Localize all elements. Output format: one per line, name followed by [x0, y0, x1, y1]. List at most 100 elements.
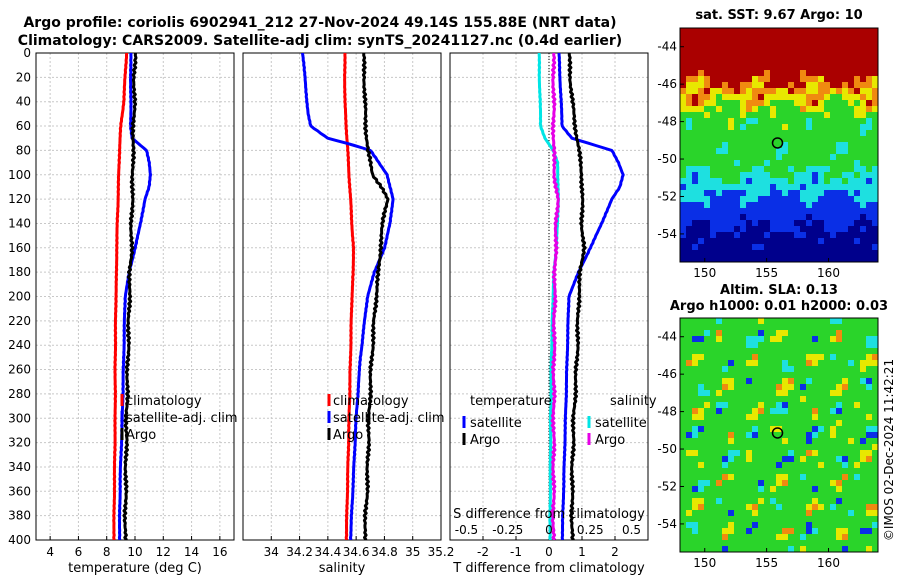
sst-map-cell: [776, 154, 782, 160]
sst-map-cell: [824, 226, 830, 232]
sst-map-cell: [740, 196, 746, 202]
sst-map-cell: [758, 142, 764, 148]
sla-map-cell: [794, 414, 800, 420]
sla-map-cell: [680, 330, 686, 336]
sla-map-cell: [818, 486, 824, 492]
sst-map-cell: [704, 88, 710, 94]
sst-map-cell: [872, 136, 878, 142]
sla-map-cell: [854, 534, 860, 540]
sla-map-cell: [806, 324, 812, 330]
sst-map-cell: [770, 124, 776, 130]
sla-map-cell: [734, 408, 740, 414]
sst-map-cell: [764, 208, 770, 214]
sla-map-cell: [710, 450, 716, 456]
sst-map-cell: [872, 118, 878, 124]
sla-map-cell: [872, 402, 878, 408]
sla-map-cell: [812, 366, 818, 372]
sla-map-cell: [680, 372, 686, 378]
sst-map-cell: [836, 64, 842, 70]
sst-map-cell: [686, 130, 692, 136]
sst-map-cell: [728, 214, 734, 220]
sst-map-cell: [692, 160, 698, 166]
sst-map-cell: [686, 208, 692, 214]
sla-map-cell: [776, 456, 782, 462]
sst-map-cell: [746, 232, 752, 238]
sst-map-cell: [842, 184, 848, 190]
sst-map-cell: [692, 148, 698, 154]
sst-map-cell: [692, 34, 698, 40]
sst-map-cell: [830, 256, 836, 262]
sla-map-cell: [872, 342, 878, 348]
sla-map-cell: [812, 450, 818, 456]
sla-map-cell: [824, 492, 830, 498]
sla-map-cell: [722, 420, 728, 426]
sla-map-cell: [776, 522, 782, 528]
sla-map-cell: [758, 522, 764, 528]
sst-map-cell: [818, 88, 824, 94]
sla-map-cell: [824, 408, 830, 414]
sla-map-cell: [740, 372, 746, 378]
sla-map-cell: [872, 372, 878, 378]
sla-map-cell: [794, 354, 800, 360]
sla-map-cell: [872, 480, 878, 486]
sst-map-cell: [698, 106, 704, 112]
sla-map-cell: [872, 348, 878, 354]
sla-map-cell: [830, 528, 836, 534]
sla-map-cell: [752, 390, 758, 396]
sla-map-cell: [734, 384, 740, 390]
sla-map-cell: [734, 444, 740, 450]
sst-map-cell: [806, 118, 812, 124]
sla-map-cell: [746, 384, 752, 390]
sst-map-cell: [692, 58, 698, 64]
sst-map-cell: [680, 64, 686, 70]
sst-map-cell: [698, 178, 704, 184]
sla-map-cell: [680, 474, 686, 480]
sst-map-cell: [758, 190, 764, 196]
sla-map-cell: [740, 480, 746, 486]
sla-map-cell: [716, 324, 722, 330]
sla-map-cell: [854, 432, 860, 438]
sla-map-cell: [848, 534, 854, 540]
sst-map-cell: [686, 160, 692, 166]
sst-map-cell: [848, 52, 854, 58]
sla-map-cell: [866, 354, 872, 360]
sla-map-cell: [782, 360, 788, 366]
sst-map-cell: [752, 196, 758, 202]
sst-map-cell: [818, 106, 824, 112]
sla-map-cell: [704, 324, 710, 330]
sla-map-cell: [698, 480, 704, 486]
sla-map-cell: [866, 540, 872, 546]
sla-map-cell: [740, 318, 746, 324]
series-line-t-argo: [567, 53, 587, 540]
legend-label: satellite: [470, 416, 522, 431]
sst-map-cell: [854, 46, 860, 52]
sla-map-cell: [824, 522, 830, 528]
sla-map-cell: [710, 546, 716, 552]
sst-map-cell: [752, 148, 758, 154]
sst-map-cell: [830, 58, 836, 64]
sla-map-cell: [872, 318, 878, 324]
sla-map-cell: [872, 378, 878, 384]
sla-map-cell: [722, 540, 728, 546]
sla-map-cell: [686, 492, 692, 498]
sla-map-cell: [770, 414, 776, 420]
sst-map-cell: [746, 166, 752, 172]
sla-map-cell: [788, 444, 794, 450]
sla-map-cell: [788, 468, 794, 474]
sla-map-cell: [776, 342, 782, 348]
sla-map-cell: [818, 438, 824, 444]
sla-map-cell: [698, 324, 704, 330]
sst-map-cell: [806, 82, 812, 88]
sla-map-cell: [836, 546, 842, 552]
sst-map-cell: [722, 208, 728, 214]
sla-map-cell: [836, 336, 842, 342]
sst-map-cell: [716, 232, 722, 238]
sst-map-cell: [686, 136, 692, 142]
sst-map-cell: [692, 88, 698, 94]
sla-map-cell: [806, 498, 812, 504]
sst-map-cell: [806, 34, 812, 40]
sst-map-cell: [800, 82, 806, 88]
sla-map-cell: [686, 504, 692, 510]
sst-map-cell: [872, 106, 878, 112]
sla-map-cell: [710, 528, 716, 534]
